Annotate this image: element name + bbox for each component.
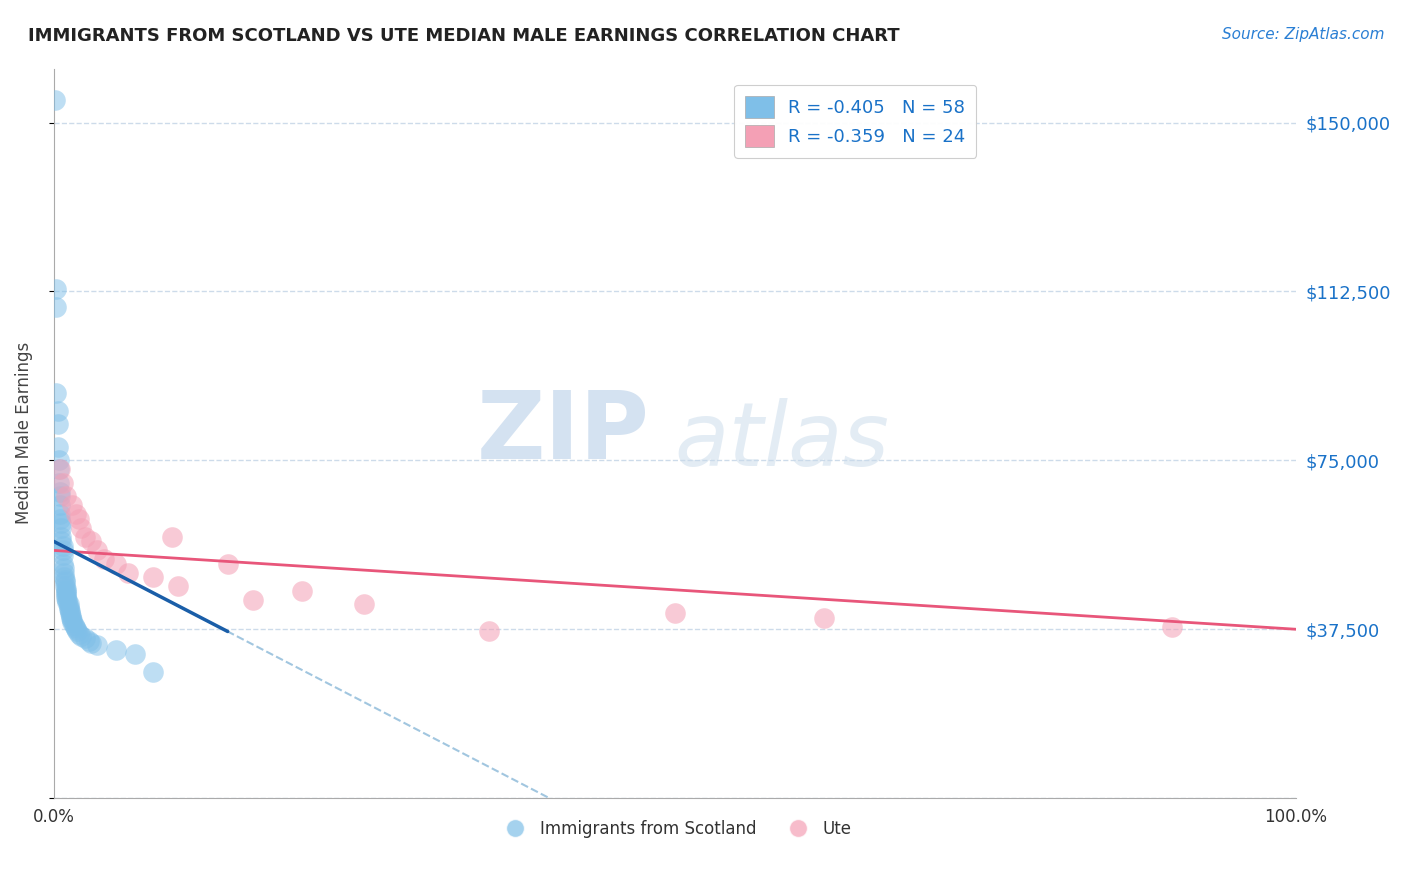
Point [353,598,375,612]
Point [46,440,69,454]
Point [56,593,79,607]
Point [48,453,70,467]
Point [86,543,108,558]
Point [664,607,686,621]
Point [52,561,75,575]
Point [80,534,103,549]
Point [55,589,77,603]
Point [117,566,139,580]
Point [63,620,86,634]
Text: atlas: atlas [675,398,890,483]
Point [46,417,69,432]
Point [51,516,73,531]
Point [73,632,96,646]
Point [86,638,108,652]
Point [51,521,73,535]
Point [60,611,83,625]
Point [58,598,80,612]
Text: IMMIGRANTS FROM SCOTLAND VS UTE MEDIAN MALE EARNINGS CORRELATION CHART: IMMIGRANTS FROM SCOTLAND VS UTE MEDIAN M… [28,27,900,45]
Point [49,489,72,503]
Point [56,595,79,609]
Point [142,665,165,679]
Point [55,591,77,605]
Point [53,574,76,589]
Point [160,530,183,544]
Point [53,573,76,587]
Point [45,385,67,400]
Point [51,543,73,558]
Point [46,404,69,418]
Text: ZIP: ZIP [477,387,650,479]
Point [813,611,835,625]
Point [62,613,84,627]
Point [53,579,76,593]
Point [477,624,499,639]
Point [104,642,127,657]
Point [49,508,72,522]
Point [67,626,90,640]
Point [44,93,66,107]
Point [60,608,83,623]
Point [55,586,77,600]
Point [62,615,84,630]
Point [52,566,75,580]
Point [48,462,70,476]
Y-axis label: Median Male Earnings: Median Male Earnings [15,343,32,524]
Point [45,282,67,296]
Point [62,499,84,513]
Point [167,579,190,593]
Point [242,593,264,607]
Point [124,647,146,661]
Point [59,607,82,621]
Point [49,462,72,476]
Point [70,629,93,643]
Point [49,484,72,499]
Point [55,584,77,599]
Point [49,499,72,513]
Point [51,548,73,562]
Point [55,582,77,596]
Point [70,521,93,535]
Point [58,599,80,614]
Point [77,633,100,648]
Point [291,584,314,599]
Point [217,557,239,571]
Point [51,557,73,571]
Point [45,300,67,314]
Point [51,539,73,553]
Point [73,530,96,544]
Point [67,512,90,526]
Point [104,557,127,571]
Point [48,475,70,490]
Point [59,604,82,618]
Point [62,617,84,632]
Point [55,489,77,503]
Point [93,552,115,566]
Point [80,636,103,650]
Point [65,508,87,522]
Point [142,570,165,584]
Point [65,622,87,636]
Point [58,602,80,616]
Point [52,570,75,584]
Point [66,624,89,639]
Point [51,534,73,549]
Legend: Immigrants from Scotland, Ute: Immigrants from Scotland, Ute [491,814,859,845]
Text: Source: ZipAtlas.com: Source: ZipAtlas.com [1222,27,1385,42]
Point [49,512,72,526]
Point [51,475,73,490]
Point [51,530,73,544]
Point [1160,620,1182,634]
